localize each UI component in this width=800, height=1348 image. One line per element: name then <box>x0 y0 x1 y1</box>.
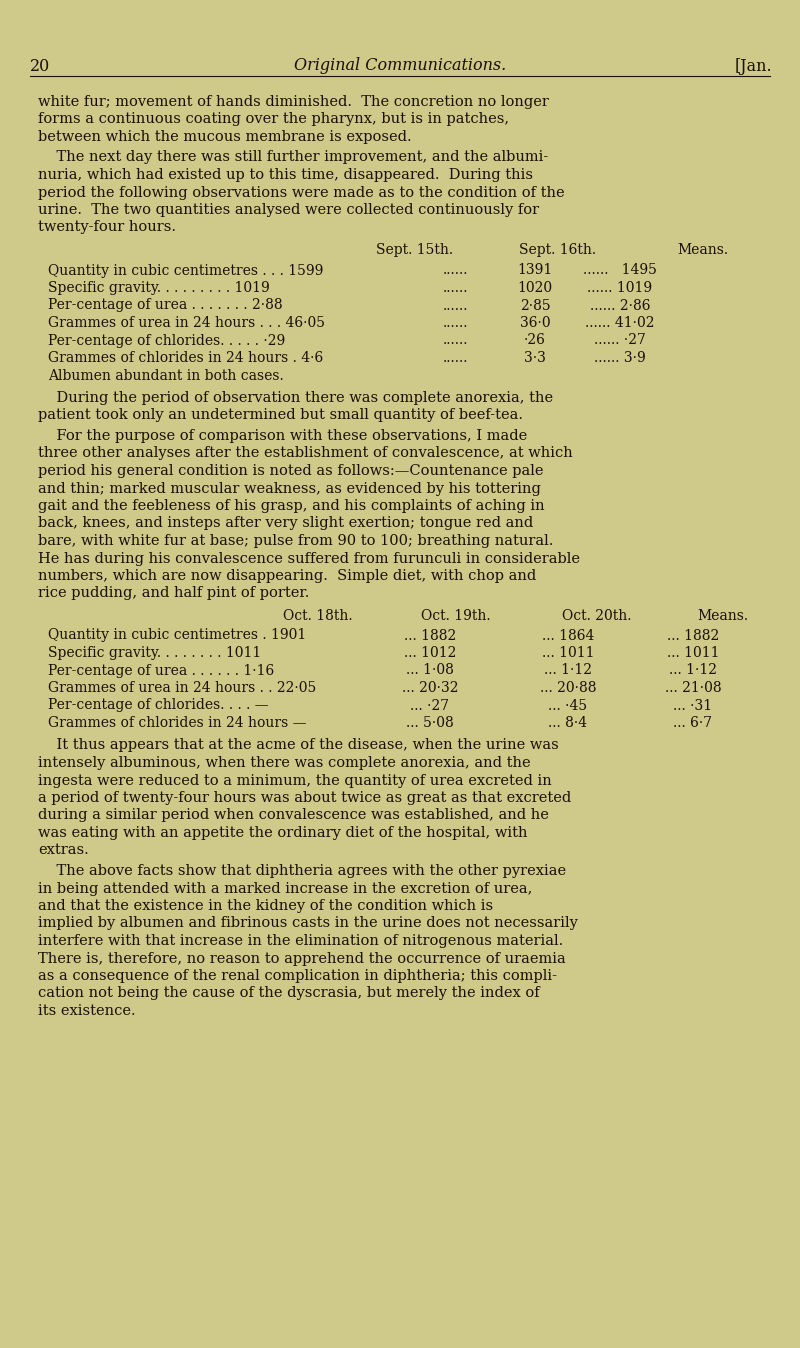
Text: During the period of observation there was complete anorexia, the: During the period of observation there w… <box>38 391 553 404</box>
Text: numbers, which are now disappearing.  Simple diet, with chop and: numbers, which are now disappearing. Sim… <box>38 569 536 582</box>
Text: Oct. 20th.: Oct. 20th. <box>562 609 632 623</box>
Text: three other analyses after the establishment of convalescence, at which: three other analyses after the establish… <box>38 446 573 461</box>
Text: ... 5·08: ... 5·08 <box>406 716 454 731</box>
Text: between which the mucous membrane is exposed.: between which the mucous membrane is exp… <box>38 129 412 144</box>
Text: Albumen abundant in both cases.: Albumen abundant in both cases. <box>48 368 284 383</box>
Text: [Jan.: [Jan. <box>734 58 772 75</box>
Text: There is, therefore, no reason to apprehend the occurrence of uraemia: There is, therefore, no reason to appreh… <box>38 952 566 965</box>
Text: ... 1·12: ... 1·12 <box>669 663 717 678</box>
Text: For the purpose of comparison with these observations, I made: For the purpose of comparison with these… <box>38 429 527 443</box>
Text: It thus appears that at the acme of the disease, when the urine was: It thus appears that at the acme of the … <box>38 739 558 752</box>
Text: ... 6·7: ... 6·7 <box>674 716 713 731</box>
Text: ... 1·08: ... 1·08 <box>406 663 454 678</box>
Text: Per-centage of chlorides. . . . —: Per-centage of chlorides. . . . — <box>48 698 269 713</box>
Text: ... 1882: ... 1882 <box>667 628 719 643</box>
Text: forms a continuous coating over the pharynx, but is in patches,: forms a continuous coating over the phar… <box>38 112 509 127</box>
Text: ... 20·88: ... 20·88 <box>540 681 596 696</box>
Text: The above facts show that diphtheria agrees with the other pyrexiae: The above facts show that diphtheria agr… <box>38 864 566 878</box>
Text: 1020: 1020 <box>518 280 553 295</box>
Text: ...... 3·9: ...... 3·9 <box>594 350 646 365</box>
Text: ...... ·27: ...... ·27 <box>594 333 646 348</box>
Text: period the following observations were made as to the condition of the: period the following observations were m… <box>38 186 565 200</box>
Text: interfere with that increase in the elimination of nitrogenous material.: interfere with that increase in the elim… <box>38 934 563 948</box>
Text: ... 21·08: ... 21·08 <box>665 681 722 696</box>
Text: Grammes of urea in 24 hours . . 22·05: Grammes of urea in 24 hours . . 22·05 <box>48 681 316 696</box>
Text: ... 1011: ... 1011 <box>666 646 719 661</box>
Text: ... 8·4: ... 8·4 <box>549 716 587 731</box>
Text: Means.: Means. <box>698 609 749 623</box>
Text: 1391: 1391 <box>518 263 553 278</box>
Text: Per-centage of urea . . . . . . . 2·88: Per-centage of urea . . . . . . . 2·88 <box>48 298 282 313</box>
Text: ......: ...... <box>442 298 468 313</box>
Text: Per-centage of chlorides. . . . . ·29: Per-centage of chlorides. . . . . ·29 <box>48 333 286 348</box>
Text: ... 1864: ... 1864 <box>542 628 594 643</box>
Text: ... 1·12: ... 1·12 <box>544 663 592 678</box>
Text: ......: ...... <box>442 280 468 295</box>
Text: urine.  The two quantities analysed were collected continuously for: urine. The two quantities analysed were … <box>38 204 539 217</box>
Text: Grammes of chlorides in 24 hours . 4·6: Grammes of chlorides in 24 hours . 4·6 <box>48 350 323 365</box>
Text: as a consequence of the renal complication in diphtheria; this compli-: as a consequence of the renal complicati… <box>38 969 557 983</box>
Text: Quantity in cubic centimetres . . . 1599: Quantity in cubic centimetres . . . 1599 <box>48 263 323 278</box>
Text: was eating with an appetite the ordinary diet of the hospital, with: was eating with an appetite the ordinary… <box>38 826 527 840</box>
Text: ·26: ·26 <box>524 333 546 348</box>
Text: and thin; marked muscular weakness, as evidenced by his tottering: and thin; marked muscular weakness, as e… <box>38 481 541 496</box>
Text: The next day there was still further improvement, and the albumi-: The next day there was still further imp… <box>38 151 548 164</box>
Text: gait and the feebleness of his grasp, and his complaints of aching in: gait and the feebleness of his grasp, an… <box>38 499 545 514</box>
Text: 2·85: 2·85 <box>520 298 550 313</box>
Text: ......: ...... <box>442 315 468 330</box>
Text: twenty-four hours.: twenty-four hours. <box>38 221 176 235</box>
Text: He has during his convalescence suffered from furunculi in considerable: He has during his convalescence suffered… <box>38 551 580 566</box>
Text: Means.: Means. <box>678 243 729 257</box>
Text: ... 20·32: ... 20·32 <box>402 681 458 696</box>
Text: 20: 20 <box>30 58 50 75</box>
Text: implied by albumen and fibrinous casts in the urine does not necessarily: implied by albumen and fibrinous casts i… <box>38 917 578 930</box>
Text: white fur; movement of hands diminished.  The concretion no longer: white fur; movement of hands diminished.… <box>38 94 549 109</box>
Text: Specific gravity. . . . . . . . 1011: Specific gravity. . . . . . . . 1011 <box>48 646 262 661</box>
Text: bare, with white fur at base; pulse from 90 to 100; breathing natural.: bare, with white fur at base; pulse from… <box>38 534 554 549</box>
Text: 3·3: 3·3 <box>524 350 546 365</box>
Text: its existence.: its existence. <box>38 1004 136 1018</box>
Text: ...... 41·02: ...... 41·02 <box>586 315 654 330</box>
Text: ... ·31: ... ·31 <box>674 698 713 713</box>
Text: Oct. 19th.: Oct. 19th. <box>421 609 491 623</box>
Text: nuria, which had existed up to this time, disappeared.  During this: nuria, which had existed up to this time… <box>38 168 533 182</box>
Text: during a similar period when convalescence was established, and he: during a similar period when convalescen… <box>38 809 549 822</box>
Text: Sept. 16th.: Sept. 16th. <box>519 243 597 257</box>
Text: ...... 1019: ...... 1019 <box>587 280 653 295</box>
Text: Grammes of urea in 24 hours . . . 46·05: Grammes of urea in 24 hours . . . 46·05 <box>48 315 325 330</box>
Text: ingesta were reduced to a minimum, the quantity of urea excreted in: ingesta were reduced to a minimum, the q… <box>38 774 552 787</box>
Text: ......   1495: ...... 1495 <box>583 263 657 278</box>
Text: Sept. 15th.: Sept. 15th. <box>377 243 454 257</box>
Text: ... ·27: ... ·27 <box>410 698 450 713</box>
Text: Specific gravity. . . . . . . . . 1019: Specific gravity. . . . . . . . . 1019 <box>48 280 270 295</box>
Text: intensely albuminous, when there was complete anorexia, and the: intensely albuminous, when there was com… <box>38 756 530 770</box>
Text: Original Communications.: Original Communications. <box>294 57 506 74</box>
Text: ......: ...... <box>442 263 468 278</box>
Text: cation not being the cause of the dyscrasia, but merely the index of: cation not being the cause of the dyscra… <box>38 987 540 1000</box>
Text: back, knees, and insteps after very slight exertion; tongue red and: back, knees, and insteps after very slig… <box>38 516 534 531</box>
Text: patient took only an undetermined but small quantity of beef-tea.: patient took only an undetermined but sm… <box>38 408 523 422</box>
Text: Quantity in cubic centimetres . 1901: Quantity in cubic centimetres . 1901 <box>48 628 306 643</box>
Text: ......: ...... <box>442 333 468 348</box>
Text: a period of twenty-four hours was about twice as great as that excreted: a period of twenty-four hours was about … <box>38 791 571 805</box>
Text: Per-centage of urea . . . . . . 1·16: Per-centage of urea . . . . . . 1·16 <box>48 663 274 678</box>
Text: in being attended with a marked increase in the excretion of urea,: in being attended with a marked increase… <box>38 882 532 895</box>
Text: extras.: extras. <box>38 844 89 857</box>
Text: ... 1882: ... 1882 <box>404 628 456 643</box>
Text: ......: ...... <box>442 350 468 365</box>
Text: ...... 2·86: ...... 2·86 <box>590 298 650 313</box>
Text: rice pudding, and half pint of porter.: rice pudding, and half pint of porter. <box>38 586 310 600</box>
Text: 36·0: 36·0 <box>520 315 550 330</box>
Text: ... ·45: ... ·45 <box>549 698 587 713</box>
Text: Grammes of chlorides in 24 hours —: Grammes of chlorides in 24 hours — <box>48 716 306 731</box>
Text: period his general condition is noted as follows:—Countenance pale: period his general condition is noted as… <box>38 464 543 479</box>
Text: and that the existence in the kidney of the condition which is: and that the existence in the kidney of … <box>38 899 493 913</box>
Text: ... 1011: ... 1011 <box>542 646 594 661</box>
Text: Oct. 18th.: Oct. 18th. <box>283 609 353 623</box>
Text: ... 1012: ... 1012 <box>404 646 456 661</box>
